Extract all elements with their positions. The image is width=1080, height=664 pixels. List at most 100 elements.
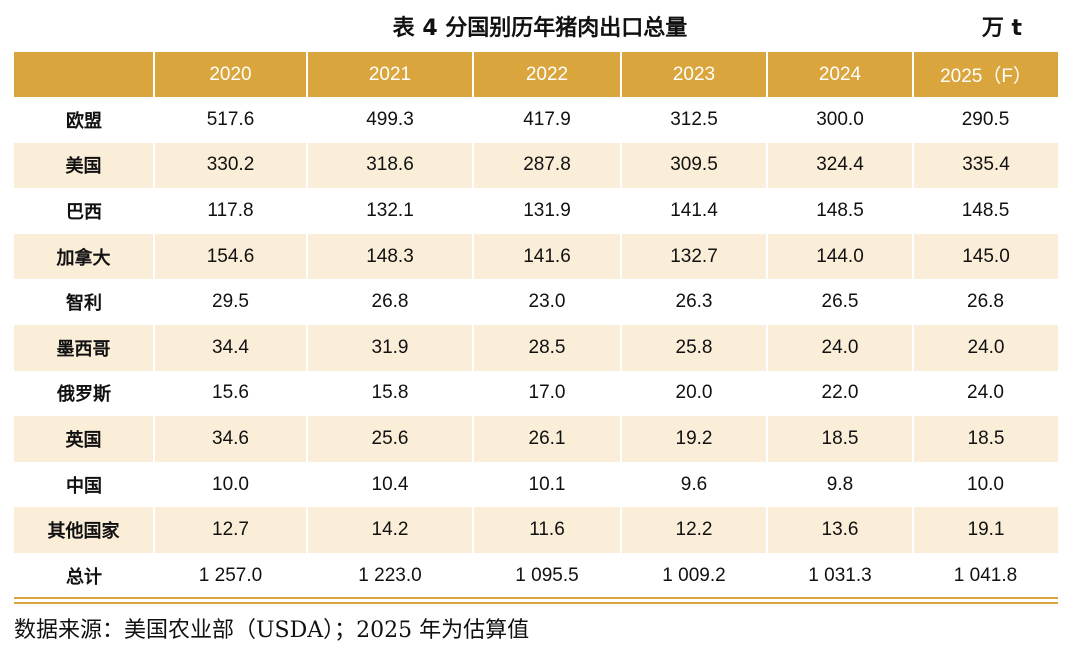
header-cell: 2022 [472, 52, 621, 97]
country-cell: 墨西哥 [14, 324, 154, 371]
table-row: 中国 10.0 10.4 10.1 9.6 9.8 10.0 [14, 462, 1058, 508]
value-cell: 18.5 [766, 416, 913, 462]
value-cell: 26.1 [472, 416, 621, 462]
value-cell: 417.9 [523, 108, 571, 130]
value-cell: 28.5 [472, 324, 621, 371]
value-cell: 13.6 [766, 507, 913, 553]
value-cell: 17.0 [528, 382, 566, 404]
header-cell [14, 52, 154, 97]
value-cell: 1 041.8 [953, 564, 1018, 586]
country-cell: 总计 [66, 566, 102, 588]
table-row: 英国 34.6 25.6 26.1 19.2 18.5 18.5 [14, 416, 1058, 462]
country-cell: 加拿大 [14, 233, 154, 280]
country-cell: 欧盟 [66, 110, 102, 132]
value-cell: 1 223.0 [358, 564, 422, 586]
value-cell: 148.3 [306, 233, 473, 280]
value-cell: 10.1 [528, 473, 566, 495]
value-cell: 12.7 [153, 507, 307, 553]
value-cell: 22.0 [821, 382, 859, 404]
value-cell: 10.0 [967, 473, 1004, 495]
value-cell: 517.6 [206, 108, 255, 130]
export-table: 2020 2021 2022 2023 2024 2025（F） 欧盟 517.6… [14, 52, 1058, 599]
value-cell: 11.6 [472, 507, 621, 553]
value-cell: 117.8 [207, 199, 254, 221]
table-row: 巴西 117.8 132.1 131.9 141.4 148.5 148.5 [14, 188, 1058, 234]
value-cell: 141.4 [670, 199, 718, 221]
value-cell: 290.5 [961, 108, 1010, 130]
value-cell: 29.5 [212, 291, 249, 313]
table-row: 总计 1 257.0 1 223.0 1 095.5 1 009.2 1 031.3 1 0… [14, 553, 1058, 599]
header-cell: 2021 [306, 52, 473, 97]
header-cell: 2025（F） [912, 52, 1058, 97]
value-cell: 31.9 [306, 324, 473, 371]
value-cell: 131.9 [523, 199, 571, 221]
table-row: 墨西哥 34.4 31.9 28.5 25.8 24.0 24.0 [14, 324, 1058, 371]
header-cell: 2023 [620, 52, 767, 97]
value-cell: 34.4 [153, 324, 307, 371]
country-cell: 英国 [14, 416, 154, 462]
value-cell: 144.0 [766, 233, 913, 280]
value-cell: 26.3 [675, 291, 713, 313]
bottom-rule [14, 597, 1058, 599]
value-cell: 26.8 [967, 291, 1004, 313]
value-cell: 148.5 [816, 199, 864, 221]
value-cell: 24.0 [766, 324, 913, 371]
value-cell: 148.5 [961, 199, 1010, 221]
value-cell: 330.2 [153, 142, 307, 189]
value-cell: 1 095.5 [515, 564, 579, 586]
value-cell: 300.0 [816, 108, 864, 130]
value-cell: 24.0 [912, 324, 1058, 371]
header-row: 2020 2021 2022 2023 2024 2025（F） [14, 52, 1058, 97]
value-cell: 34.6 [153, 416, 307, 462]
value-cell: 9.6 [680, 473, 708, 495]
table-row: 欧盟 517.6 499.3 417.9 312.5 300.0 290.5 [14, 97, 1058, 143]
value-cell: 10.0 [212, 473, 249, 495]
table-row: 其他国家 12.7 14.2 11.6 12.2 13.6 19.1 [14, 507, 1058, 553]
value-cell: 499.3 [366, 108, 414, 130]
source-note: 数据来源：美国农业部（USDA）；2025 年为估算值 [14, 618, 530, 643]
value-cell: 12.2 [620, 507, 767, 553]
value-cell: 9.8 [826, 473, 854, 495]
value-cell: 132.7 [620, 233, 767, 280]
value-cell: 335.4 [912, 142, 1058, 189]
value-cell: 154.6 [153, 233, 307, 280]
table-row: 加拿大 154.6 148.3 141.6 132.7 144.0 145.0 [14, 233, 1058, 280]
value-cell: 18.5 [912, 416, 1058, 462]
value-cell: 25.8 [620, 324, 767, 371]
value-cell: 19.1 [912, 507, 1058, 553]
value-cell: 141.6 [472, 233, 621, 280]
value-cell: 25.6 [306, 416, 473, 462]
country-cell: 美国 [14, 142, 154, 189]
value-cell: 132.1 [366, 199, 414, 221]
value-cell: 324.4 [766, 142, 913, 189]
value-cell: 26.8 [371, 291, 409, 313]
table-row: 俄罗斯 15.6 15.8 17.0 20.0 22.0 24.0 [14, 371, 1058, 417]
country-cell: 智利 [66, 293, 102, 315]
country-cell: 中国 [66, 475, 102, 497]
header-cell: 2020 [153, 52, 307, 97]
header-cell: 2024 [766, 52, 913, 97]
country-cell: 俄罗斯 [57, 384, 111, 406]
value-cell: 312.5 [670, 108, 718, 130]
value-cell: 1 009.2 [662, 564, 726, 586]
value-cell: 318.6 [306, 142, 473, 189]
table-row: 美国 330.2 318.6 287.8 309.5 324.4 335.4 [14, 142, 1058, 189]
country-cell: 其他国家 [14, 507, 154, 553]
value-cell: 19.2 [620, 416, 767, 462]
value-cell: 26.5 [821, 291, 859, 313]
unit-label: 万 t [981, 16, 1022, 41]
value-cell: 15.8 [371, 382, 409, 404]
value-cell: 10.4 [371, 473, 409, 495]
value-cell: 15.6 [212, 382, 249, 404]
value-cell: 23.0 [528, 291, 566, 313]
value-cell: 1 257.0 [198, 564, 263, 586]
table-title: 表 4 分国别历年猪肉出口总量 [392, 16, 688, 41]
value-cell: 287.8 [472, 142, 621, 189]
value-cell: 24.0 [967, 382, 1004, 404]
bottom-rule [14, 602, 1058, 604]
value-cell: 145.0 [912, 233, 1058, 280]
country-cell: 巴西 [66, 201, 102, 223]
value-cell: 1 031.3 [808, 564, 872, 586]
value-cell: 20.0 [675, 382, 713, 404]
value-cell: 309.5 [620, 142, 767, 189]
